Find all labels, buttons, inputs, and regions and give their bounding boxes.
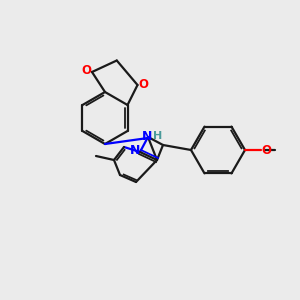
Text: H: H — [153, 131, 163, 141]
Text: O: O — [81, 64, 91, 77]
Text: N: N — [130, 143, 140, 157]
Text: N: N — [142, 130, 152, 143]
Text: O: O — [139, 77, 148, 91]
Text: O: O — [261, 143, 271, 157]
